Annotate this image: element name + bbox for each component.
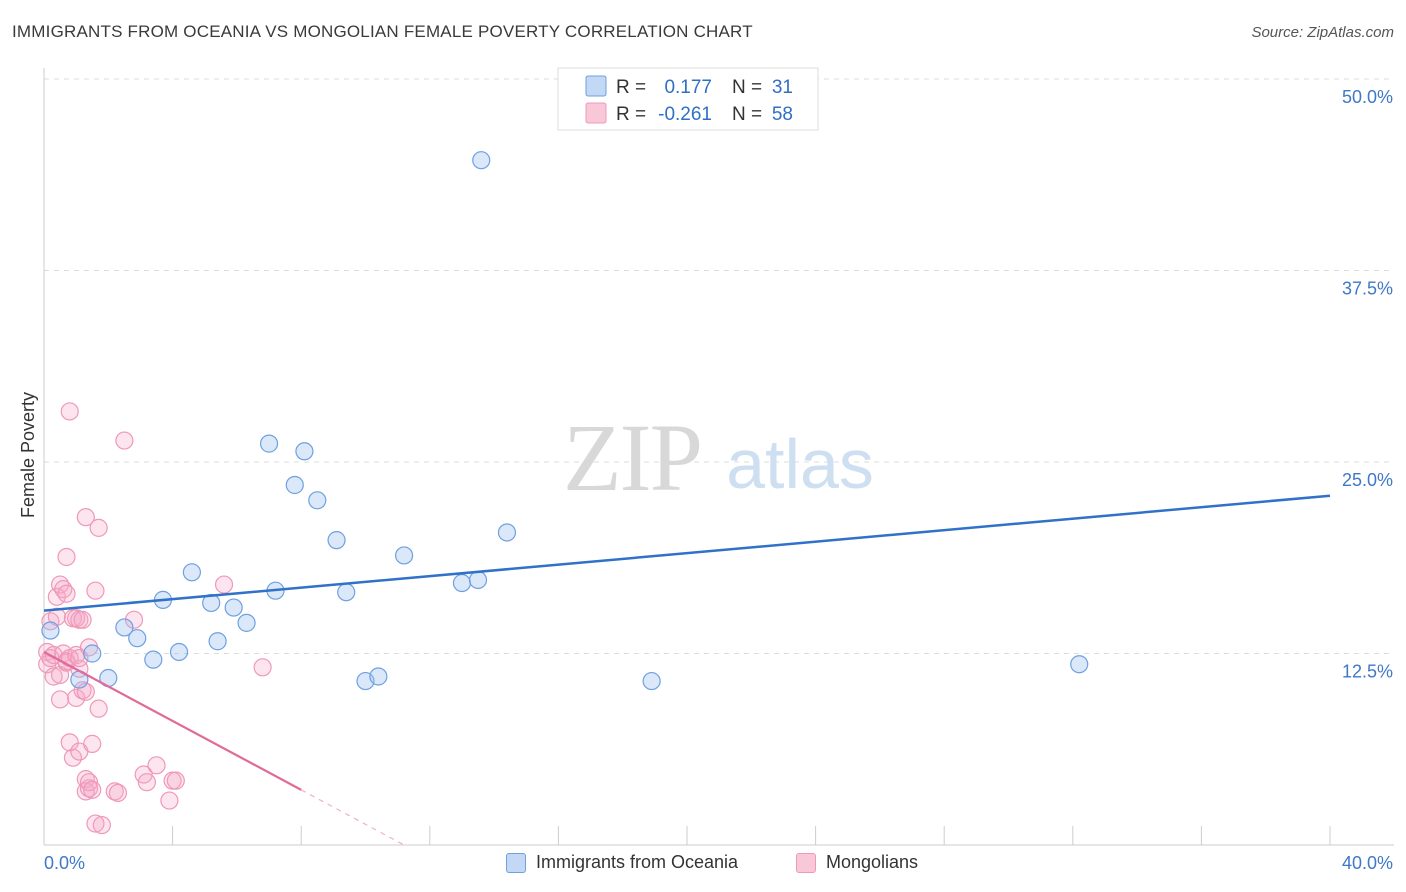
mongolians-point-55 — [214, 575, 234, 594]
oceania-point-6 — [144, 650, 163, 669]
axes — [43, 68, 1394, 846]
mongolians-points — [38, 402, 272, 835]
mongolians-point-17 — [60, 402, 79, 421]
oceania-point-0 — [41, 621, 60, 640]
mongolians-point-19 — [60, 733, 79, 752]
oceania-point-19 — [327, 531, 346, 550]
y-tick-label-3: 50.0% — [1342, 87, 1393, 107]
oceania-point-22 — [369, 667, 388, 686]
legend-swatch-mongolians — [796, 852, 816, 873]
mongolians-point-39 — [83, 780, 102, 799]
mongolians-point-2 — [41, 612, 60, 631]
mongolians-point-15 — [57, 584, 76, 603]
mongolians-point-30 — [73, 610, 92, 629]
oceania-point-24 — [452, 573, 472, 593]
oceania-point-18 — [308, 491, 327, 510]
oceania-point-4 — [115, 618, 134, 637]
mongolians-point-44 — [92, 815, 111, 835]
trend-lines — [43, 494, 1331, 846]
mongolians-point-46 — [108, 783, 128, 803]
legend-swatch-blue — [585, 75, 607, 97]
legend-r-value-1: 0.177 — [664, 77, 712, 98]
mongolians-point-31 — [76, 508, 95, 527]
watermark-zip: ZIP — [563, 404, 701, 511]
mongolians-trend-extension — [300, 789, 405, 846]
mongolians-point-50 — [137, 773, 156, 792]
mongolians-point-40 — [86, 581, 105, 600]
legend-item-oceania[interactable]: Immigrants from Oceania — [506, 852, 738, 873]
mongolians-point-14 — [57, 547, 76, 567]
legend-r-value-2: -0.261 — [658, 104, 712, 125]
oceania-point-25 — [468, 570, 488, 590]
mongolians-point-8 — [50, 690, 70, 709]
mongolians-trend-line — [43, 650, 302, 791]
mongolians-point-43 — [89, 699, 108, 718]
mongolians-point-4 — [44, 667, 63, 686]
tick-labels: 12.5% 25.0% 37.5% 50.0% 0.0% 40.0% — [44, 87, 1393, 873]
oceania-point-26 — [472, 151, 491, 170]
oceania-point-23 — [394, 546, 414, 565]
oceania-point-13 — [237, 613, 256, 632]
legend-label-oceania: Immigrants from Oceania — [536, 852, 739, 872]
mongolians-point-38 — [83, 734, 102, 753]
legend-swatch-pink — [585, 102, 607, 124]
legend-r-label-2: R = — [616, 104, 646, 125]
oceania-point-16 — [285, 475, 304, 495]
x-tick-label-max: 40.0% — [1342, 853, 1393, 873]
legend-r-label-1: R = — [616, 77, 646, 98]
oceania-trend-line — [43, 494, 1331, 612]
mongolians-point-52 — [160, 791, 179, 810]
legend-n-label-2: N = — [732, 104, 762, 125]
oceania-point-12 — [224, 598, 243, 617]
legend-n-value-1: 31 — [772, 77, 793, 98]
y-axis-label: Female Poverty — [18, 392, 38, 518]
y-tick-label-2: 37.5% — [1342, 279, 1393, 299]
mongolians-point-48 — [124, 610, 144, 629]
correlation-legend: R = 0.177 N = 31 R = -0.261 N = 58 — [557, 67, 819, 131]
oceania-point-8 — [169, 642, 189, 662]
mongolians-point-56 — [253, 658, 272, 677]
mongolians-point-54 — [166, 771, 185, 790]
grid-lines — [44, 78, 1394, 654]
oceania-point-20 — [337, 583, 356, 602]
chart-source: Source: ZipAtlas.com — [1251, 24, 1394, 41]
oceania-point-28 — [642, 671, 661, 691]
legend-n-value-2: 58 — [772, 104, 793, 125]
oceania-point-1 — [83, 644, 102, 663]
watermark: ZIP atlas — [563, 404, 874, 511]
oceania-point-11 — [208, 632, 227, 651]
y-tick-label-1: 25.0% — [1342, 470, 1393, 490]
oceania-point-9 — [182, 563, 201, 582]
oceania-point-27 — [497, 523, 517, 542]
mongolians-point-47 — [115, 431, 134, 450]
legend-item-mongolians[interactable]: Mongolians — [796, 852, 918, 873]
oceania-point-17 — [295, 442, 314, 461]
watermark-atlas: atlas — [726, 425, 874, 503]
oceania-point-14 — [259, 434, 279, 453]
mongolians-point-41 — [86, 814, 105, 833]
legend-n-label-1: N = — [732, 77, 762, 98]
legend-label-mongolians: Mongolians — [826, 852, 919, 872]
bottom-legend: Immigrants from Oceania Mongolians — [0, 852, 1406, 878]
mongolians-point-51 — [147, 756, 166, 775]
oceania-point-29 — [1070, 655, 1089, 674]
y-tick-label-0: 12.5% — [1342, 662, 1393, 682]
oceania-point-5 — [128, 629, 147, 648]
chart-title: IMMIGRANTS FROM OCEANIA VS MONGOLIAN FEM… — [12, 22, 753, 41]
x-tick-label-min: 0.0% — [44, 853, 85, 873]
legend-swatch-oceania — [506, 852, 526, 873]
mongolians-point-42 — [89, 518, 108, 537]
oceania-points — [41, 151, 1089, 691]
